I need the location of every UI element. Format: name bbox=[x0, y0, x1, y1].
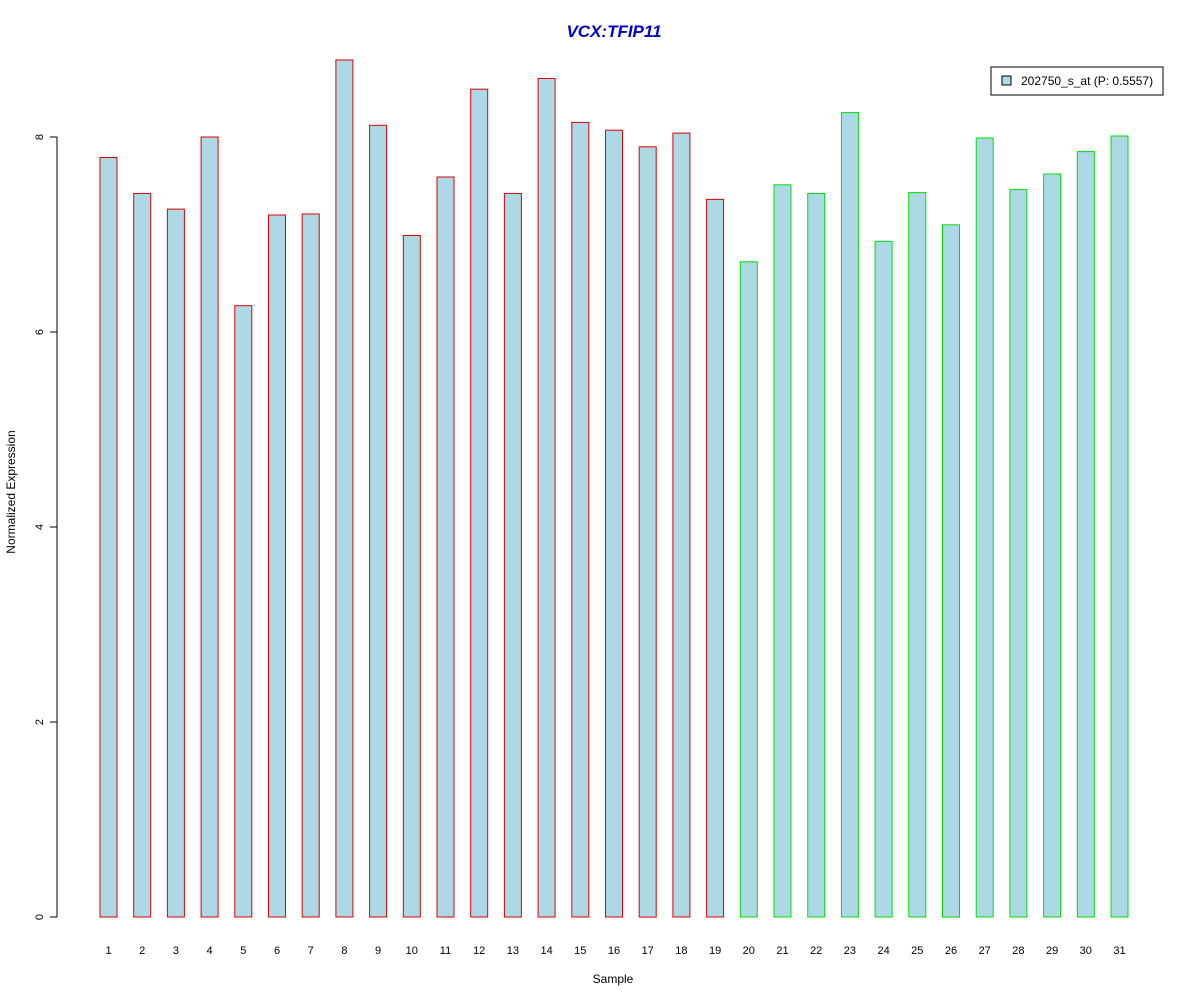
x-tick-label: 28 bbox=[1012, 945, 1024, 957]
x-tick-label: 20 bbox=[743, 945, 755, 957]
bar-sample-31 bbox=[1110, 135, 1129, 918]
bar-sample-2 bbox=[133, 193, 152, 918]
bar-sample-18 bbox=[672, 132, 691, 918]
bar-sample-25 bbox=[908, 192, 927, 918]
x-tick-label: 2 bbox=[139, 945, 145, 957]
y-axis: 0 2 4 6 8 bbox=[34, 134, 58, 920]
x-tick-label: 10 bbox=[406, 945, 418, 957]
x-tick-label: 29 bbox=[1046, 945, 1058, 957]
bar-sample-9 bbox=[369, 124, 388, 918]
x-tick-label: 30 bbox=[1080, 945, 1092, 957]
x-tick-label: 5 bbox=[240, 945, 246, 957]
x-tick-label: 22 bbox=[810, 945, 822, 957]
bar-sample-5 bbox=[234, 305, 253, 918]
bar-sample-6 bbox=[268, 214, 286, 918]
bar-sample-30 bbox=[1076, 151, 1095, 918]
x-tick-label: 26 bbox=[945, 945, 957, 957]
bar-sample-28 bbox=[1009, 189, 1028, 918]
bar-sample-4 bbox=[200, 136, 219, 918]
bar-sample-16 bbox=[605, 129, 623, 918]
x-tick-label: 4 bbox=[207, 945, 213, 957]
x-tick-label: 13 bbox=[507, 945, 519, 957]
bar-sample-15 bbox=[571, 121, 590, 918]
x-tick-label: 1 bbox=[105, 945, 111, 957]
y-axis-label: Normalized Expression bbox=[4, 430, 18, 553]
bar-sample-14 bbox=[537, 78, 556, 918]
x-tick-label: 15 bbox=[574, 945, 586, 957]
legend-box bbox=[990, 66, 1164, 96]
bar-sample-21 bbox=[773, 184, 792, 918]
x-tick-label: 17 bbox=[642, 945, 654, 957]
bar-sample-10 bbox=[402, 235, 421, 918]
bar-sample-29 bbox=[1043, 173, 1062, 918]
bar-sample-7 bbox=[301, 213, 320, 918]
bar-sample-26 bbox=[942, 224, 960, 918]
x-tick-label: 18 bbox=[675, 945, 687, 957]
chart-title: VCX:TFIP11 bbox=[566, 22, 661, 41]
bars-group bbox=[99, 59, 1129, 918]
x-tick-label: 27 bbox=[979, 945, 991, 957]
y-tick-label: 2 bbox=[34, 719, 46, 725]
bar-sample-24 bbox=[874, 240, 893, 918]
x-tick-label: 31 bbox=[1113, 945, 1125, 957]
x-tick-label: 8 bbox=[341, 945, 347, 957]
bar-sample-22 bbox=[807, 193, 826, 918]
legend: 202750_s_at (P: 0.5557) bbox=[990, 66, 1164, 96]
bar-sample-13 bbox=[503, 193, 522, 918]
x-tick-label: 9 bbox=[375, 945, 381, 957]
bar-sample-1 bbox=[99, 157, 118, 918]
y-tick-label: 0 bbox=[34, 914, 46, 920]
bar-sample-3 bbox=[166, 208, 185, 918]
x-tick-label: 23 bbox=[844, 945, 856, 957]
bar-sample-17 bbox=[638, 146, 657, 918]
y-tick-label: 8 bbox=[34, 134, 46, 140]
bar-sample-8 bbox=[335, 59, 354, 918]
x-tick-label: 12 bbox=[473, 945, 485, 957]
bar-sample-23 bbox=[840, 112, 859, 918]
x-tick-label: 3 bbox=[173, 945, 179, 957]
x-tick-label: 24 bbox=[877, 945, 889, 957]
x-tick-label: 25 bbox=[911, 945, 923, 957]
bar-sample-11 bbox=[436, 176, 455, 918]
legend-entry: 202750_s_at (P: 0.5557) bbox=[1021, 74, 1153, 88]
x-tick-label: 16 bbox=[608, 945, 620, 957]
x-tick-label: 6 bbox=[274, 945, 280, 957]
bar-sample-19 bbox=[706, 198, 725, 918]
x-axis-label: Sample bbox=[593, 972, 634, 986]
bar-sample-20 bbox=[739, 261, 758, 918]
x-tick-label: 21 bbox=[776, 945, 788, 957]
x-tick-label: 11 bbox=[440, 945, 451, 957]
x-tick-label: 7 bbox=[308, 945, 314, 957]
x-tick-label: 19 bbox=[709, 945, 721, 957]
x-tick-label: 14 bbox=[540, 945, 552, 957]
y-tick-label: 6 bbox=[34, 329, 46, 335]
bar-sample-27 bbox=[975, 137, 994, 918]
bar-sample-12 bbox=[470, 88, 489, 918]
y-tick-label: 4 bbox=[34, 524, 46, 530]
x-tick-labels: 1 2 3 4 5 6 7 8 9 10 11 12 13 14 15 16 17 18 19 20 21 22 23 24 2… bbox=[105, 945, 1125, 957]
legend-swatch bbox=[1001, 75, 1012, 86]
